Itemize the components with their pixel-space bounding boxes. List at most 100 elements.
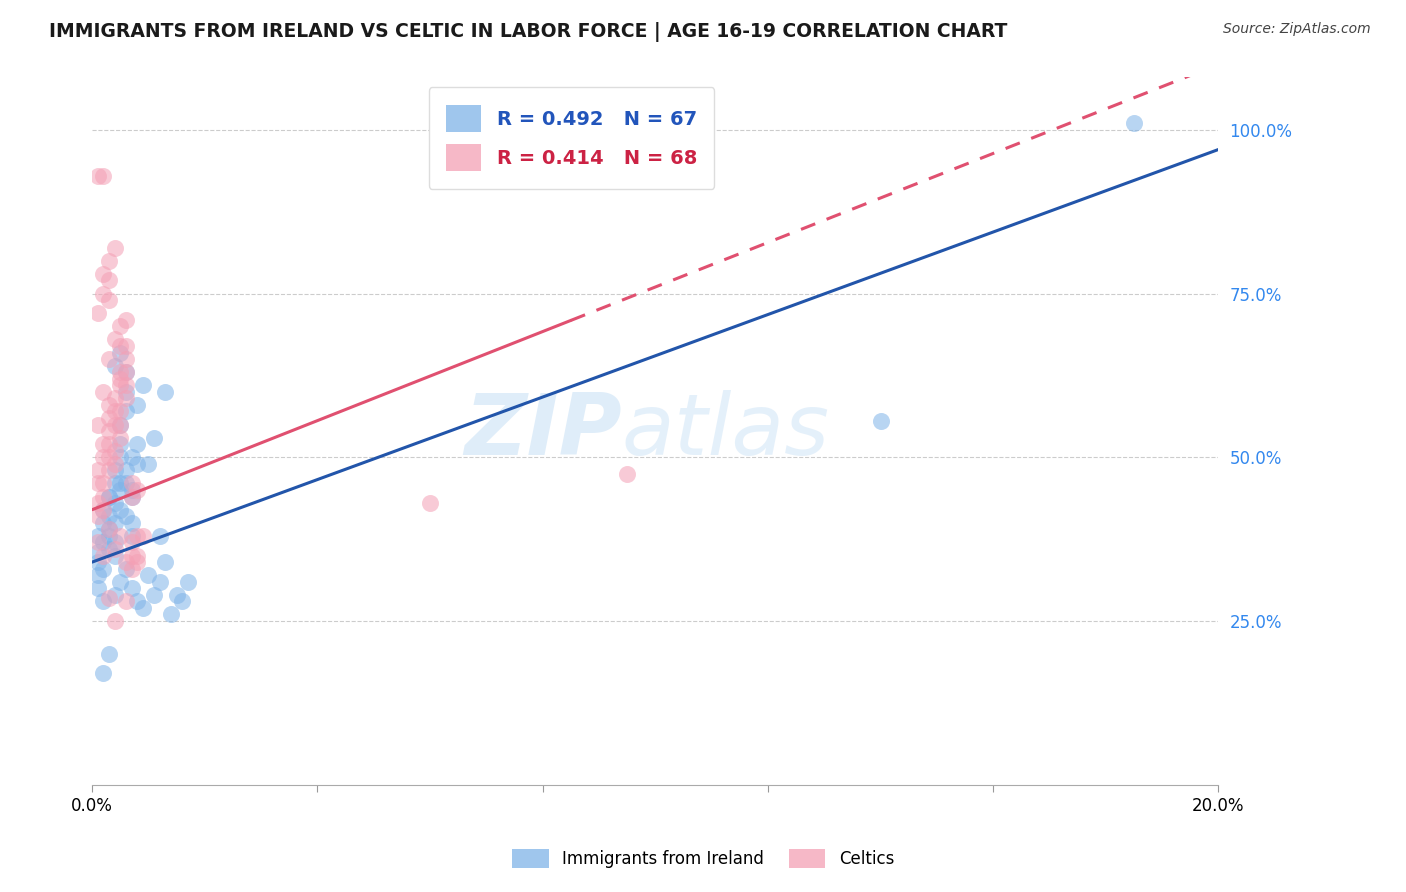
Point — [93, 561, 115, 575]
Point — [127, 594, 149, 608]
Point — [149, 529, 172, 543]
Point — [98, 273, 121, 287]
Point — [98, 293, 121, 307]
Point — [121, 561, 143, 575]
Point — [115, 384, 138, 399]
Point — [110, 345, 132, 359]
Point — [121, 549, 143, 563]
Point — [160, 607, 183, 622]
Point — [110, 574, 132, 589]
Point — [98, 424, 121, 438]
Point — [93, 490, 115, 504]
Point — [104, 535, 127, 549]
Point — [143, 588, 166, 602]
Point — [115, 365, 138, 379]
Point — [115, 404, 138, 418]
Point — [87, 417, 110, 432]
Point — [127, 483, 149, 497]
Point — [104, 404, 127, 418]
Point — [104, 333, 127, 347]
Point — [110, 476, 132, 491]
Point — [87, 169, 110, 183]
Point — [115, 463, 138, 477]
Point — [87, 476, 110, 491]
Point — [98, 352, 121, 367]
Point — [110, 319, 132, 334]
Point — [127, 457, 149, 471]
Point — [115, 594, 138, 608]
Point — [155, 555, 177, 569]
Point — [104, 516, 127, 530]
Point — [93, 666, 115, 681]
Point — [121, 490, 143, 504]
Point — [87, 529, 110, 543]
Point — [93, 502, 115, 516]
Point — [93, 535, 115, 549]
Point — [143, 431, 166, 445]
Point — [138, 568, 160, 582]
Point — [87, 582, 110, 596]
Point — [110, 378, 132, 392]
Point — [110, 372, 132, 386]
Point — [93, 502, 115, 516]
Point — [110, 339, 132, 353]
Point — [93, 267, 115, 281]
Point — [98, 463, 121, 477]
Text: Source: ZipAtlas.com: Source: ZipAtlas.com — [1223, 22, 1371, 37]
Point — [127, 437, 149, 451]
Point — [104, 549, 127, 563]
Point — [104, 241, 127, 255]
Point — [93, 594, 115, 608]
Point — [132, 529, 155, 543]
Point — [98, 529, 121, 543]
Point — [104, 443, 127, 458]
Point — [104, 417, 127, 432]
Point — [110, 417, 132, 432]
Point — [132, 601, 155, 615]
Point — [104, 476, 127, 491]
Point — [121, 535, 143, 549]
Point — [177, 574, 200, 589]
Point — [98, 411, 121, 425]
Point — [115, 339, 138, 353]
Point — [121, 516, 143, 530]
Point — [87, 535, 110, 549]
Point — [110, 502, 132, 516]
Point — [115, 365, 138, 379]
Point — [104, 359, 127, 373]
Point — [98, 490, 121, 504]
Point — [87, 568, 110, 582]
Point — [132, 378, 155, 392]
Point — [115, 312, 138, 326]
Point — [104, 496, 127, 510]
Point — [115, 509, 138, 524]
Point — [87, 463, 110, 477]
Point — [110, 417, 132, 432]
Text: IMMIGRANTS FROM IRELAND VS CELTIC IN LABOR FORCE | AGE 16-19 CORRELATION CHART: IMMIGRANTS FROM IRELAND VS CELTIC IN LAB… — [49, 22, 1008, 42]
Point — [104, 392, 127, 406]
Point — [110, 450, 132, 465]
Point — [98, 647, 121, 661]
Point — [104, 614, 127, 628]
Point — [110, 404, 132, 418]
Point — [110, 483, 132, 497]
Point — [87, 306, 110, 320]
Point — [121, 529, 143, 543]
Point — [93, 549, 115, 563]
Point — [93, 286, 115, 301]
Point — [98, 450, 121, 465]
Point — [110, 365, 132, 379]
Point — [87, 509, 110, 524]
Point — [115, 352, 138, 367]
Point — [98, 509, 121, 524]
Text: atlas: atlas — [621, 390, 830, 473]
Point — [121, 490, 143, 504]
Point — [115, 378, 138, 392]
Point — [104, 588, 127, 602]
Point — [110, 529, 132, 543]
Point — [93, 476, 115, 491]
Point — [419, 496, 441, 510]
Point — [98, 490, 121, 504]
Point — [87, 496, 110, 510]
Point — [104, 457, 127, 471]
